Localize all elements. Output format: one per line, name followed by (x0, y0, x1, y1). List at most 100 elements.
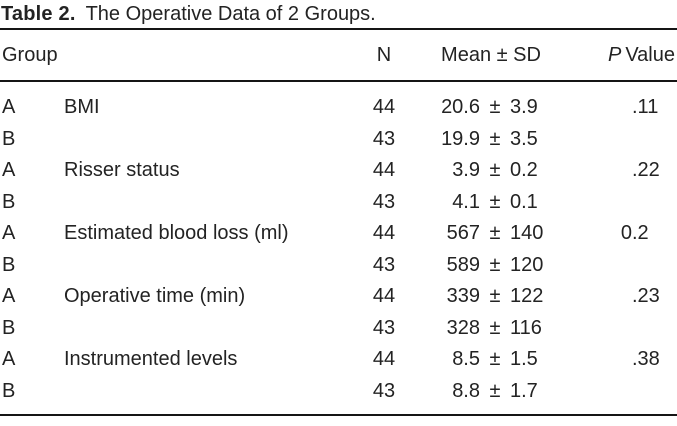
sd-value: 0.1 (510, 190, 538, 213)
mean-value: 8.8 (452, 379, 480, 402)
mean-value: 3.9 (452, 159, 480, 182)
p-value-lead: 0 (620, 222, 632, 245)
cell-p-value: .38 (562, 348, 677, 371)
sd-value: 3.5 (510, 127, 538, 150)
table-row: B 43 328 ± 116 (0, 313, 677, 345)
cell-n: 43 (372, 316, 396, 339)
table-row: A Instrumented levels 44 8.5 ± 1.5 .38 (0, 344, 677, 376)
table-body: A BMI 44 20.6 ± 3.9 .11 B 43 19.9 ± 3.5 … (0, 82, 677, 416)
cell-measure: BMI (64, 96, 100, 119)
plus-minus-symbol: ± (489, 159, 501, 182)
cell-mean-sd: 8.5 ± 1.5 (410, 348, 562, 371)
table-header-row: Group N Mean ± SD P Value (0, 28, 677, 82)
plus-minus-symbol: ± (489, 285, 501, 308)
sd-value: 0.2 (510, 159, 538, 182)
operative-data-table: Table 2. The Operative Data of 2 Groups. … (0, 0, 677, 416)
cell-n: 44 (372, 285, 396, 308)
cell-mean-sd: 8.8 ± 1.7 (410, 380, 562, 403)
cell-group: A (2, 348, 16, 371)
cell-mean-sd: 339 ± 122 (410, 285, 562, 308)
mean-value: 8.5 (452, 348, 480, 371)
cell-mean-sd: 4.1 ± 0.1 (410, 191, 562, 214)
table-row: A Estimated blood loss (ml) 44 567 ± 140… (0, 218, 677, 250)
sd-value: 116 (510, 316, 542, 339)
sd-value: 3.9 (510, 96, 538, 119)
cell-mean-sd: 328 ± 116 (410, 317, 562, 340)
table-row: A Risser status 44 3.9 ± 0.2 .22 (0, 155, 677, 187)
cell-group: A (2, 96, 16, 119)
cell-p-value: 0 .2 (562, 222, 677, 245)
cell-group: B (2, 253, 16, 276)
plus-minus-symbol: ± (489, 96, 501, 119)
header-n: N (376, 43, 392, 66)
cell-n: 43 (372, 379, 396, 402)
cell-n: 44 (372, 96, 396, 119)
p-value-lead (562, 348, 632, 371)
cell-mean-sd: 20.6 ± 3.9 (410, 96, 562, 119)
cell-p-value: .11 (562, 96, 677, 119)
cell-measure: Instrumented levels (64, 348, 238, 371)
cell-n: 44 (372, 348, 396, 371)
mean-value: 4.1 (452, 190, 480, 213)
cell-p-value: .22 (562, 159, 677, 182)
cell-p-value: .23 (562, 285, 677, 308)
p-value-lead (562, 159, 632, 182)
sd-value: 1.7 (510, 379, 538, 402)
cell-measure: Estimated blood loss (ml) (64, 222, 289, 245)
plus-minus-symbol: ± (489, 253, 501, 276)
cell-group: A (2, 285, 16, 308)
header-mean-sd: Mean ± SD (441, 43, 541, 66)
p-value-decimal: .11 (632, 96, 659, 119)
cell-group: B (2, 127, 16, 150)
cell-group: B (2, 316, 16, 339)
cell-measure: Operative time (min) (64, 285, 246, 308)
p-value-lead (562, 96, 632, 119)
plus-minus-symbol: ± (489, 316, 501, 339)
plus-minus-symbol: ± (489, 127, 501, 150)
mean-value: 567 (446, 222, 480, 245)
sd-value: 122 (510, 285, 544, 308)
cell-n: 44 (372, 222, 396, 245)
p-value-lead (562, 285, 632, 308)
mean-value: 339 (446, 285, 480, 308)
cell-group: B (2, 379, 16, 402)
header-group: Group (2, 43, 58, 66)
table-row: B 43 8.8 ± 1.7 (0, 376, 677, 408)
table-row: A BMI 44 20.6 ± 3.9 .11 (0, 92, 677, 124)
plus-minus-symbol: ± (489, 379, 501, 402)
table-title: Table 2. The Operative Data of 2 Groups. (0, 0, 677, 28)
mean-value: 20.6 (441, 96, 480, 119)
cell-n: 43 (372, 190, 396, 213)
mean-value: 19.9 (441, 127, 480, 150)
sd-value: 1.5 (510, 348, 538, 371)
sd-value: 140 (510, 222, 544, 245)
cell-mean-sd: 3.9 ± 0.2 (410, 159, 562, 182)
cell-n: 44 (372, 159, 396, 182)
plus-minus-symbol: ± (489, 222, 501, 245)
table-row: B 43 589 ± 120 (0, 250, 677, 282)
p-value-decimal: .22 (632, 159, 660, 182)
cell-mean-sd: 589 ± 120 (410, 254, 562, 277)
cell-mean-sd: 19.9 ± 3.5 (410, 128, 562, 151)
mean-value: 589 (446, 253, 480, 276)
table-row: B 43 19.9 ± 3.5 (0, 124, 677, 156)
header-p-italic: P (607, 43, 622, 66)
cell-n: 43 (372, 253, 396, 276)
sd-value: 120 (510, 253, 544, 276)
cell-n: 43 (372, 127, 396, 150)
mean-value: 328 (446, 316, 480, 339)
table-row: A Operative time (min) 44 339 ± 122 .23 (0, 281, 677, 313)
p-value-decimal: .23 (632, 285, 660, 308)
plus-minus-symbol: ± (489, 348, 501, 371)
cell-group: A (2, 222, 16, 245)
cell-group: B (2, 190, 16, 213)
table-title-text: The Operative Data of 2 Groups. (85, 3, 376, 25)
p-value-decimal: .2 (632, 222, 649, 245)
table-row: B 43 4.1 ± 0.1 (0, 187, 677, 219)
header-p-word: Value (625, 43, 675, 66)
cell-mean-sd: 567 ± 140 (410, 222, 562, 245)
cell-measure: Risser status (64, 159, 180, 182)
table-number-label: Table 2. (1, 3, 76, 25)
header-p-value: P Value (562, 44, 677, 67)
p-value-decimal: .38 (632, 348, 660, 371)
